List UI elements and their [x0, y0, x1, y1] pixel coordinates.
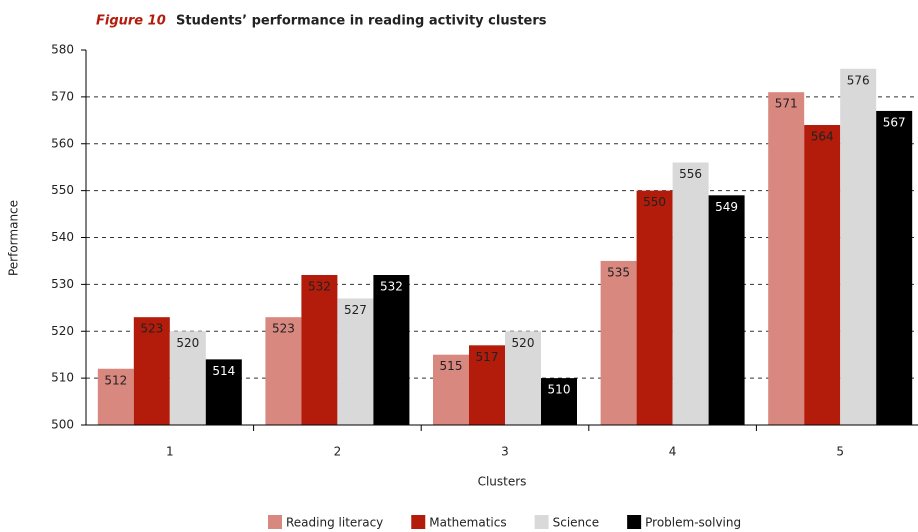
bar [265, 317, 302, 425]
bar [205, 359, 242, 425]
y-tick-label: 530 [51, 277, 74, 291]
data-label: 532 [308, 280, 331, 294]
data-label: 523 [272, 322, 295, 336]
y-tick-label: 550 [51, 183, 74, 197]
data-label: 550 [643, 195, 666, 209]
y-tick-label: 540 [51, 230, 74, 244]
legend-swatch [268, 515, 282, 529]
y-tick-label: 560 [51, 136, 74, 150]
legend-label: Problem-solving [645, 516, 741, 530]
bar [469, 345, 505, 425]
bar [768, 92, 805, 425]
x-tick-label: 5 [836, 445, 844, 459]
figure-label: Figure 10 [96, 14, 166, 29]
bar [636, 190, 673, 425]
data-label: 556 [679, 167, 702, 181]
bar [169, 331, 206, 425]
data-label: 527 [344, 303, 367, 317]
x-tick-label: 3 [501, 445, 509, 459]
bar [505, 331, 541, 425]
legend-swatch [534, 515, 549, 529]
legend-swatch [627, 515, 642, 529]
data-label: 514 [212, 364, 235, 378]
x-tick-label: 4 [669, 445, 677, 459]
data-label: 571 [775, 97, 798, 111]
data-label: 520 [512, 336, 535, 350]
x-tick-label: 2 [334, 445, 342, 459]
y-tick-label: 570 [51, 89, 74, 103]
data-label: 520 [176, 336, 199, 350]
bar [133, 317, 170, 425]
bar [672, 162, 709, 425]
legend-label: Science [553, 516, 600, 530]
data-label: 535 [607, 265, 630, 279]
data-label: 567 [883, 115, 906, 129]
y-tick-label: 510 [51, 371, 74, 385]
bar [876, 110, 913, 425]
bar [337, 298, 374, 425]
bar [600, 260, 637, 425]
y-axis-label: Performance [7, 200, 21, 276]
data-label: 512 [104, 373, 127, 387]
data-label: 576 [847, 73, 870, 87]
bar [97, 368, 134, 425]
bar [433, 354, 469, 425]
bar [804, 125, 841, 425]
data-label: 564 [811, 130, 834, 144]
data-label: 549 [715, 200, 738, 214]
legend-label: Mathematics [429, 516, 506, 530]
data-label: 515 [440, 359, 463, 373]
bar [301, 275, 338, 425]
y-tick-label: 520 [51, 324, 74, 338]
legend-swatch [411, 515, 426, 529]
y-tick-label: 580 [51, 43, 74, 57]
data-label: 517 [476, 350, 499, 364]
bar [840, 68, 877, 425]
x-tick-label: 1 [166, 445, 174, 459]
legend-label: Reading literacy [286, 516, 383, 530]
data-label: 510 [548, 383, 571, 397]
bar [541, 378, 577, 425]
bar [708, 195, 745, 425]
data-label: 523 [140, 322, 163, 336]
y-tick-label: 500 [51, 418, 74, 432]
data-label: 532 [380, 280, 403, 294]
chart-title: Students’ performance in reading activit… [176, 14, 547, 29]
x-axis-label: Clusters [478, 475, 527, 489]
bar [373, 275, 410, 425]
